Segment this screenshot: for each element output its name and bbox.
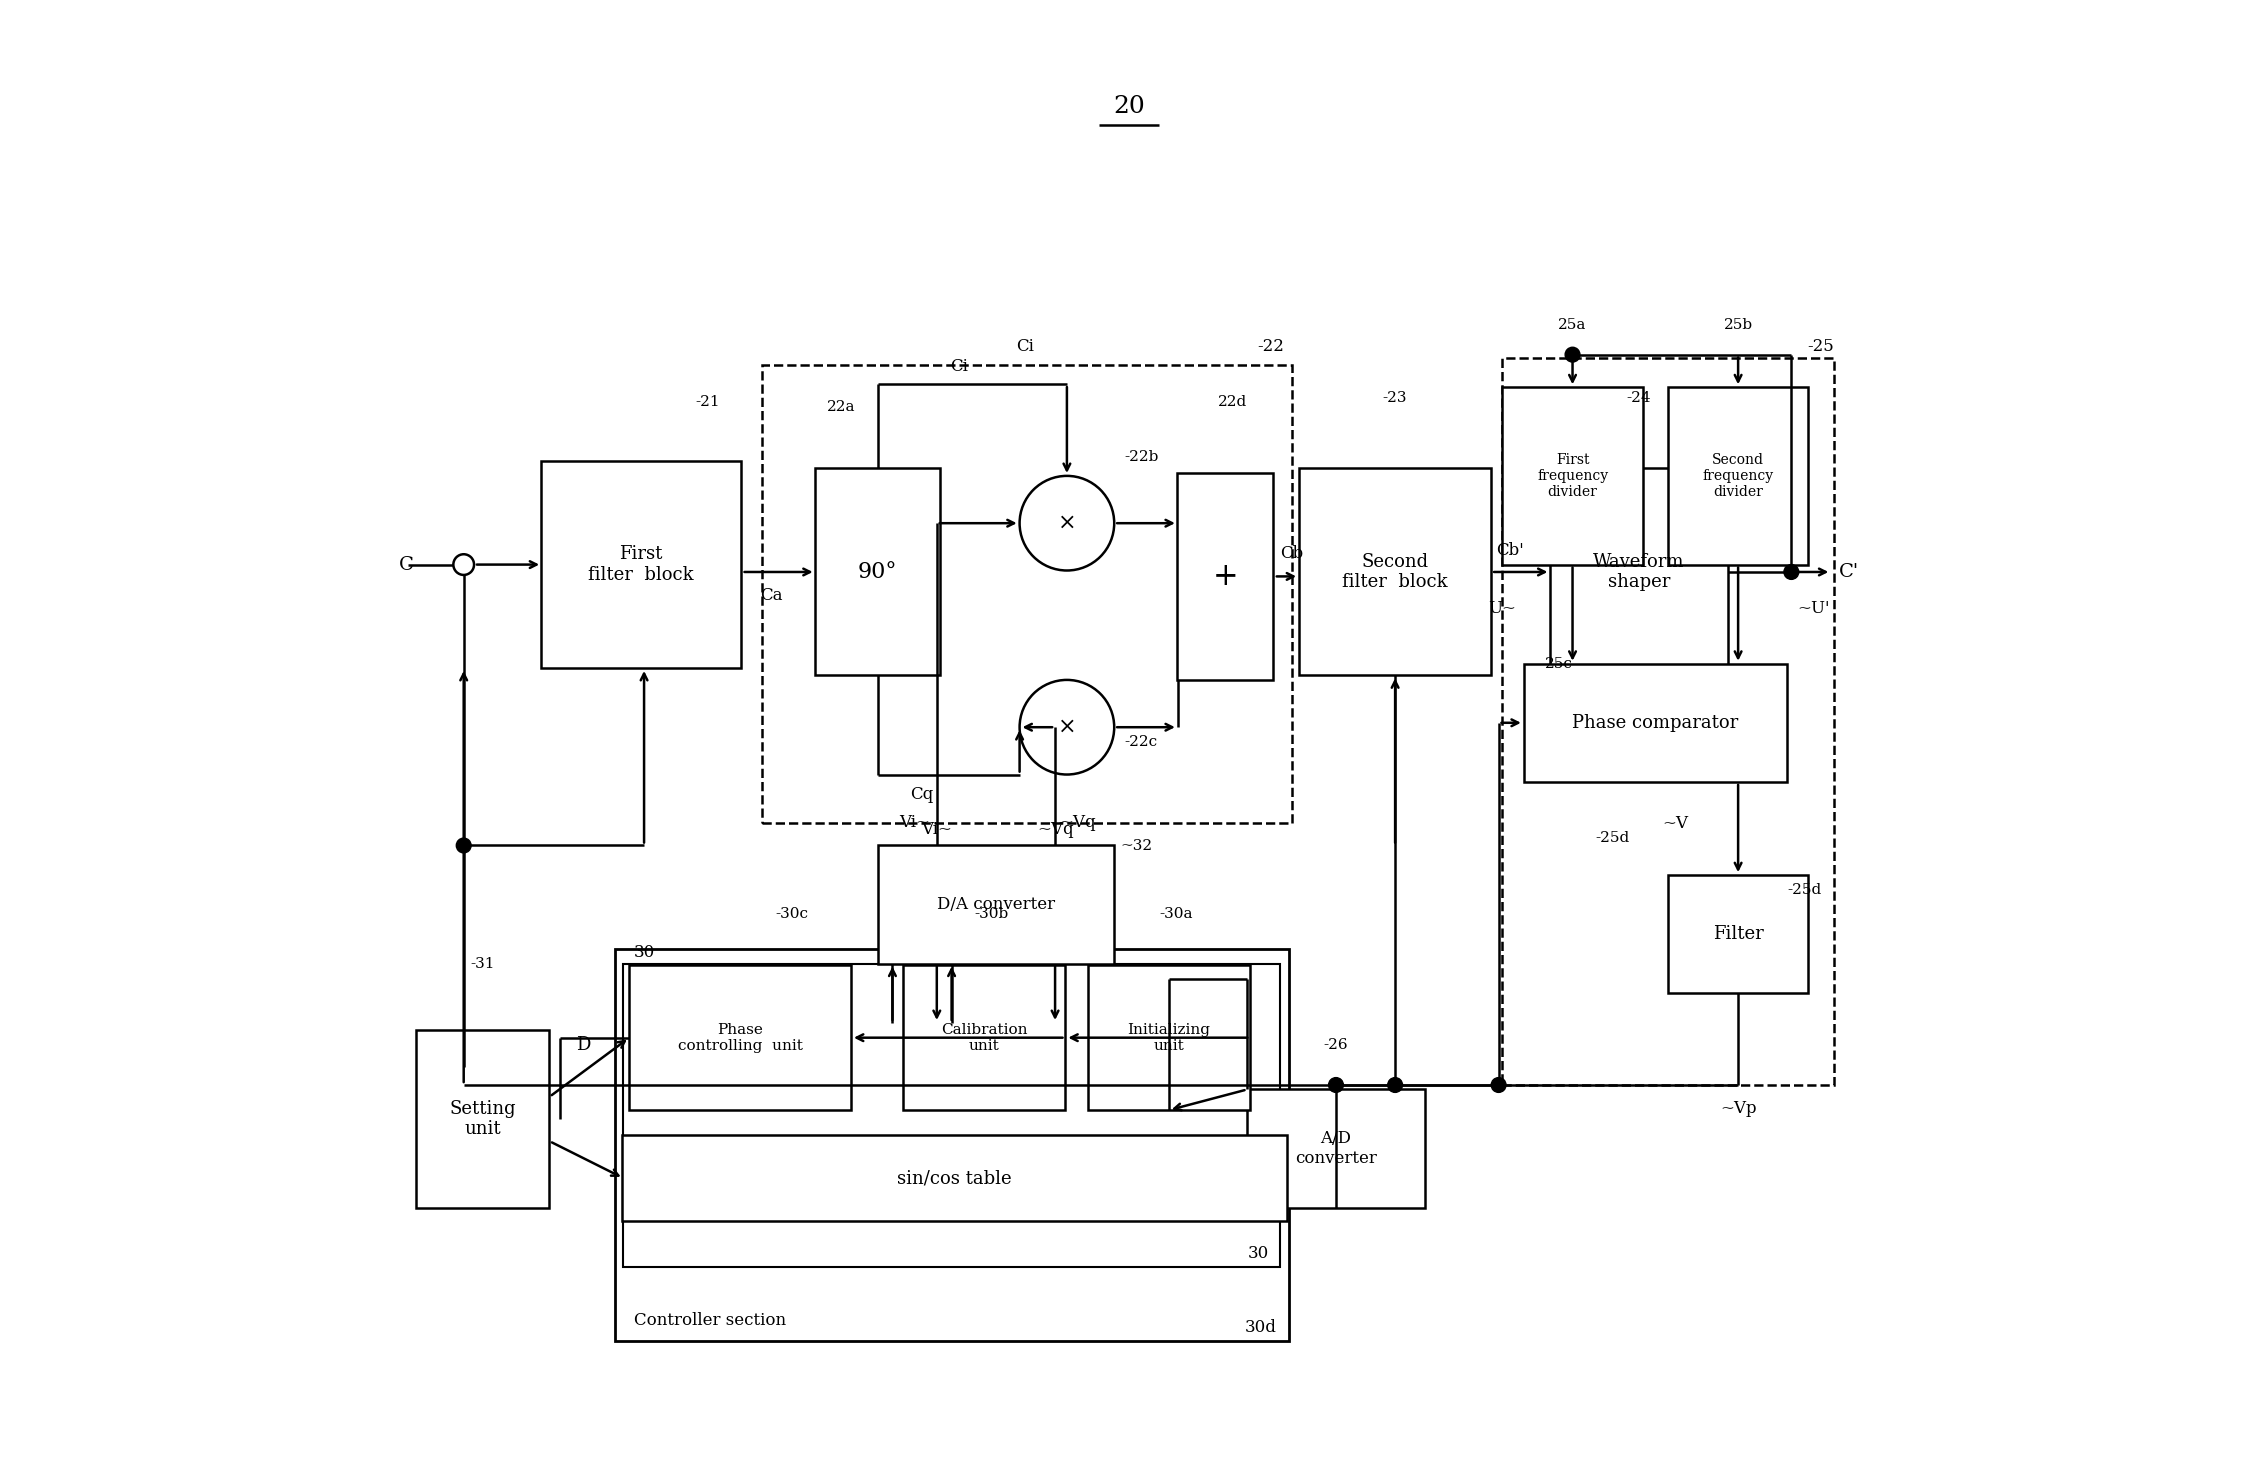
Text: -25: -25	[1806, 338, 1833, 355]
Circle shape	[1490, 1077, 1506, 1092]
Text: sin/cos table: sin/cos table	[896, 1169, 1012, 1187]
Text: Ci: Ci	[1016, 338, 1034, 355]
Bar	[763, 365, 1292, 824]
Bar	[815, 469, 942, 675]
Circle shape	[454, 554, 474, 574]
Text: Filter: Filter	[1714, 925, 1763, 944]
Text: ~Vq: ~Vq	[1059, 813, 1095, 831]
Text: 30: 30	[634, 944, 655, 960]
Bar	[1551, 469, 1727, 675]
Bar	[1298, 469, 1490, 675]
Text: Cq: Cq	[910, 787, 933, 803]
Text: Ca: Ca	[761, 586, 784, 604]
Text: Phase
controlling  unit: Phase controlling unit	[677, 1022, 802, 1052]
Text: Second
frequency
divider: Second frequency divider	[1703, 453, 1775, 499]
Text: 20: 20	[1113, 95, 1145, 117]
Bar	[1502, 387, 1644, 564]
Text: -23: -23	[1382, 390, 1407, 405]
Text: -24: -24	[1626, 390, 1651, 405]
Text: D/A converter: D/A converter	[937, 896, 1054, 913]
Text: 25c: 25c	[1544, 657, 1574, 671]
Bar	[614, 948, 1289, 1340]
Text: -26: -26	[1323, 1039, 1348, 1052]
Text: -25d: -25d	[1786, 883, 1822, 896]
Text: U~: U~	[1488, 601, 1517, 617]
Circle shape	[1021, 680, 1113, 775]
Text: D: D	[576, 1036, 592, 1054]
Bar	[630, 965, 851, 1110]
Text: Controller section: Controller section	[634, 1312, 786, 1330]
Text: +: +	[1213, 561, 1237, 592]
Text: -31: -31	[470, 957, 495, 971]
Bar	[878, 846, 1113, 963]
Text: Waveform
shaper: Waveform shaper	[1594, 552, 1684, 592]
Bar	[1088, 965, 1251, 1110]
Bar	[1502, 358, 1833, 1085]
Text: 22d: 22d	[1217, 395, 1246, 410]
Text: Ci: Ci	[951, 358, 969, 375]
Bar	[1176, 473, 1274, 680]
Bar	[415, 1030, 549, 1208]
Bar	[1246, 1089, 1425, 1208]
Text: Cb: Cb	[1280, 545, 1303, 561]
Text: A/D
converter: A/D converter	[1296, 1131, 1377, 1166]
Text: ×: ×	[1057, 717, 1077, 738]
Text: -22b: -22b	[1124, 450, 1158, 464]
Circle shape	[1021, 476, 1113, 570]
Text: Setting
unit: Setting unit	[449, 1100, 517, 1138]
Circle shape	[456, 838, 472, 853]
Text: ×: ×	[1057, 512, 1077, 534]
Text: ~U': ~U'	[1797, 601, 1829, 617]
Text: ~32: ~32	[1120, 838, 1152, 853]
Bar	[1669, 387, 1809, 564]
Text: First
frequency
divider: First frequency divider	[1538, 453, 1608, 499]
Circle shape	[1389, 1077, 1402, 1092]
Bar	[621, 1135, 1287, 1221]
Text: -22: -22	[1258, 338, 1285, 355]
Text: Calibration
unit: Calibration unit	[942, 1022, 1027, 1052]
Text: Vi~: Vi~	[921, 821, 953, 838]
Text: 25b: 25b	[1723, 319, 1752, 332]
Text: Initializing
unit: Initializing unit	[1127, 1022, 1210, 1052]
Text: 22a: 22a	[826, 399, 856, 414]
Text: -30a: -30a	[1161, 907, 1192, 922]
Text: ~V: ~V	[1662, 815, 1687, 833]
Text: 30: 30	[1249, 1245, 1269, 1263]
Text: ~Vp: ~Vp	[1721, 1100, 1757, 1117]
Bar	[1524, 663, 1786, 782]
Text: Cb': Cb'	[1497, 542, 1524, 558]
Text: 90°: 90°	[858, 561, 896, 583]
Text: -25d: -25d	[1596, 831, 1630, 846]
Text: C': C'	[1838, 562, 1858, 580]
Bar	[903, 965, 1066, 1110]
Text: -22c: -22c	[1124, 735, 1158, 748]
Text: 30d: 30d	[1244, 1319, 1276, 1336]
Text: First
filter  block: First filter block	[589, 545, 693, 585]
Circle shape	[1328, 1077, 1344, 1092]
Text: 25a: 25a	[1558, 319, 1587, 332]
Text: -21: -21	[695, 395, 720, 410]
Text: Vi~: Vi~	[899, 813, 930, 831]
Text: Phase comparator: Phase comparator	[1572, 714, 1739, 732]
Circle shape	[1784, 564, 1800, 579]
Text: -30c: -30c	[774, 907, 808, 922]
Circle shape	[1565, 347, 1581, 362]
Bar	[1669, 876, 1809, 993]
Text: -30b: -30b	[975, 907, 1009, 922]
Text: C: C	[400, 555, 413, 574]
Bar	[542, 462, 741, 668]
Text: ~Vq: ~Vq	[1036, 821, 1073, 838]
Bar	[623, 963, 1280, 1267]
Text: Second
filter  block: Second filter block	[1341, 552, 1447, 592]
